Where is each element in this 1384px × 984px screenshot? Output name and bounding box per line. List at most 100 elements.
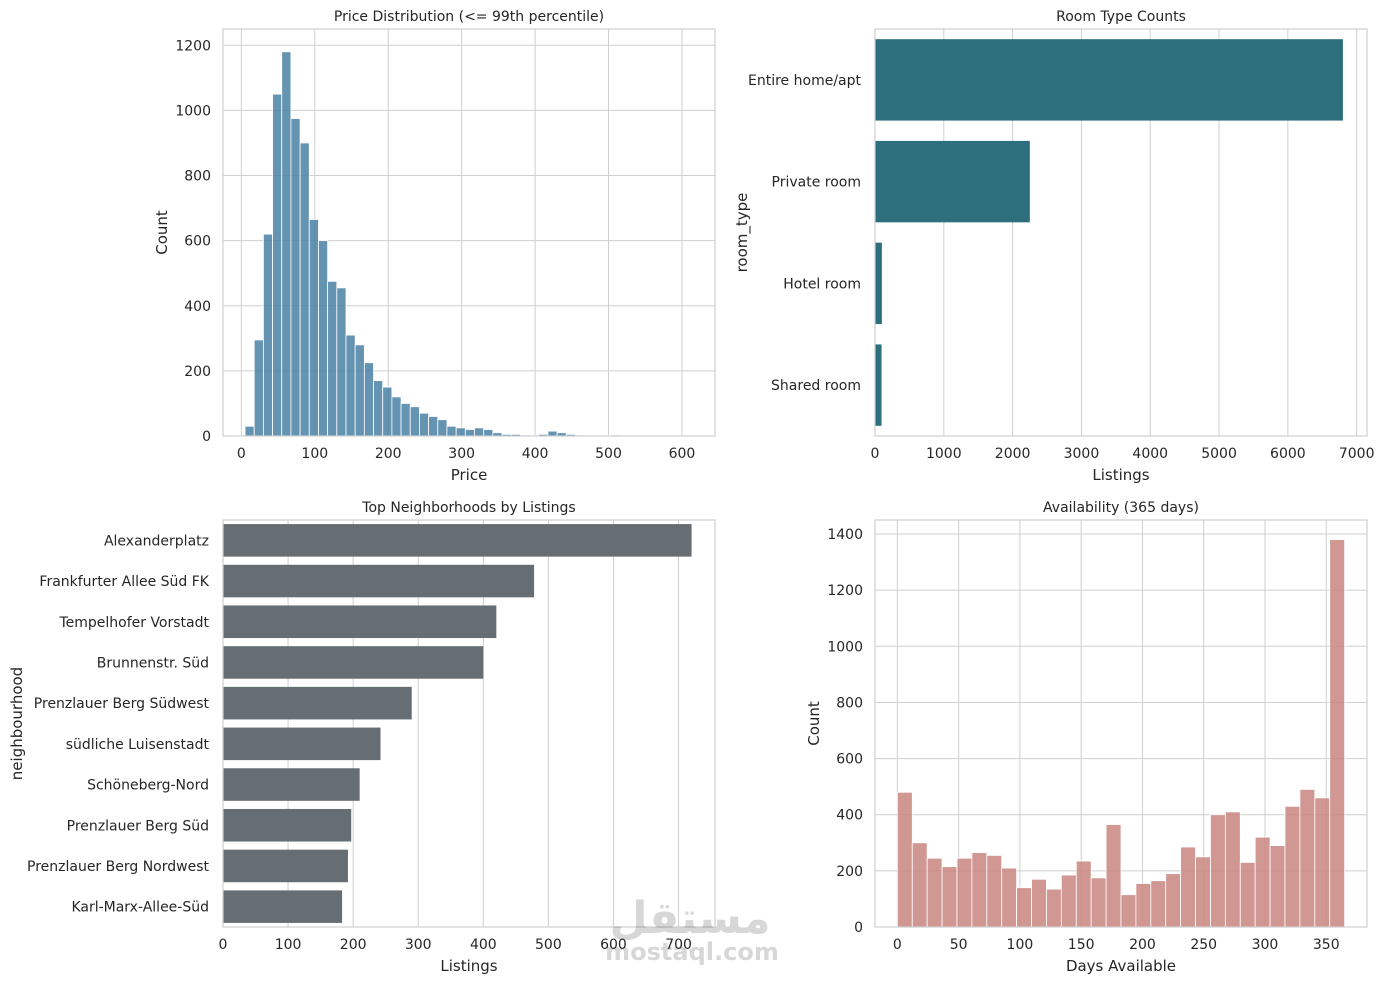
axes-frame <box>874 519 1368 928</box>
x-tick-label: 2000 <box>995 446 1031 462</box>
histogram-bar <box>926 857 943 928</box>
histogram-bar <box>409 406 420 437</box>
category-label: Prenzlauer Berg Nordwest <box>27 859 209 875</box>
histogram-bar <box>253 339 264 437</box>
x-tick-label: 250 <box>1190 937 1217 953</box>
histogram-bar <box>373 380 384 437</box>
category-label: Schöneberg-Nord <box>87 778 209 794</box>
x-tick-label: 300 <box>405 937 432 953</box>
y-tick-label: 1200 <box>175 38 211 54</box>
histogram-bar <box>1120 894 1137 928</box>
y-tick-label: 400 <box>184 299 211 315</box>
histogram-bar <box>1299 789 1316 928</box>
y-tick-label: 200 <box>184 364 211 380</box>
category-label: Karl-Marx-Allee-Süd <box>71 900 209 916</box>
bar <box>875 242 882 325</box>
bar <box>223 890 343 923</box>
histogram-bar <box>1150 880 1167 928</box>
x-tick-label: 100 <box>301 446 328 462</box>
histogram-bar <box>262 233 273 437</box>
histogram-bar <box>1016 887 1032 928</box>
x-tick-label: 7000 <box>1339 446 1375 462</box>
histogram-bar <box>1046 888 1062 928</box>
histogram-bar <box>382 386 393 437</box>
chart-title: Room Type Counts <box>1056 9 1186 25</box>
category-label: südliche Luisenstadt <box>66 737 210 753</box>
histogram-bar <box>327 280 338 437</box>
x-tick-label: 0 <box>219 937 228 953</box>
y-tick-label: 0 <box>202 429 211 445</box>
x-tick-label: 50 <box>950 937 968 953</box>
category-label: Tempelhofer Vorstadt <box>58 615 209 631</box>
x-axis-label: Days Available <box>1066 957 1176 975</box>
x-tick-label: 4000 <box>1132 446 1168 462</box>
y-tick-label: 1200 <box>827 583 863 599</box>
histogram-bar <box>244 425 255 437</box>
histogram-bar <box>1090 877 1107 928</box>
category-label: Hotel room <box>783 276 861 292</box>
y-axis-label: room_type <box>733 193 752 273</box>
bar <box>223 646 484 679</box>
histogram-bar <box>363 362 374 437</box>
category-label: Prenzlauer Berg Südwest <box>34 696 210 712</box>
histogram-bar <box>455 427 466 437</box>
x-tick-label: 600 <box>600 937 627 953</box>
histogram-bar <box>941 866 958 928</box>
avail-chart: 0 50 100 150 200 250 300 350 0 200 400 600 800 1000 12… <box>805 500 1368 975</box>
x-tick-label: 200 <box>1129 937 1156 953</box>
x-tick-label: 200 <box>375 446 402 462</box>
x-tick-label: 300 <box>1252 937 1279 953</box>
bar <box>223 768 360 801</box>
axes-frame <box>222 28 716 437</box>
histogram-bar <box>896 791 913 928</box>
histogram-bar <box>419 412 430 437</box>
y-tick-label: 800 <box>836 695 863 711</box>
x-tick-label: 300 <box>448 446 475 462</box>
y-tick-label: 200 <box>836 864 863 880</box>
histogram-bar <box>446 425 457 437</box>
x-tick-label: 600 <box>669 446 696 462</box>
histogram-bar <box>1239 862 1256 928</box>
x-axis-label: Listings <box>440 957 497 975</box>
x-tick-label: 500 <box>535 937 562 953</box>
y-axis-label: Count <box>805 701 823 746</box>
histogram-bar <box>272 93 283 437</box>
histogram-bar <box>1180 846 1196 928</box>
y-tick-label: 800 <box>184 169 211 185</box>
histogram-bar <box>1105 824 1122 928</box>
x-tick-label: 400 <box>522 446 549 462</box>
histogram-bar <box>1060 874 1077 928</box>
category-label: Frankfurter Allee Süd FK <box>39 574 209 590</box>
x-tick-label: 150 <box>1068 937 1095 953</box>
histogram-bar <box>971 852 988 928</box>
category-label: Prenzlauer Berg Süd <box>67 818 209 834</box>
bar <box>223 808 352 842</box>
x-axis-label: Listings <box>1092 466 1149 484</box>
histogram-bar <box>956 857 973 928</box>
watermark-arabic: مستقل <box>610 893 771 944</box>
x-tick-label: 0 <box>237 446 246 462</box>
histogram-bar <box>1165 873 1182 928</box>
x-tick-label: 100 <box>275 937 302 953</box>
histogram-bar <box>1031 878 1047 928</box>
x-axis-label: Price <box>451 466 488 484</box>
category-label: Shared room <box>771 378 861 394</box>
histogram-bar <box>1195 856 1211 928</box>
room-chart: Entire home/apt Private room Hotel room Sha… <box>733 9 1374 484</box>
histogram-bar <box>345 334 356 437</box>
neigh-chart: Alexanderplatz Frankfurter Allee Süd FK Te… <box>8 500 716 975</box>
histogram-bar <box>391 396 402 437</box>
bar <box>223 849 348 883</box>
histogram-bar <box>1329 539 1346 928</box>
histogram-bar <box>336 287 347 437</box>
histogram-bar <box>547 430 558 437</box>
x-tick-label: 0 <box>871 446 880 462</box>
histogram-bar <box>1314 797 1331 928</box>
histogram-bar <box>400 403 411 437</box>
watermark-latin: mostaql.com <box>605 938 779 966</box>
bar <box>223 727 381 761</box>
bar <box>875 39 1343 121</box>
histogram-bar <box>299 142 310 437</box>
histogram-bar <box>437 419 448 437</box>
